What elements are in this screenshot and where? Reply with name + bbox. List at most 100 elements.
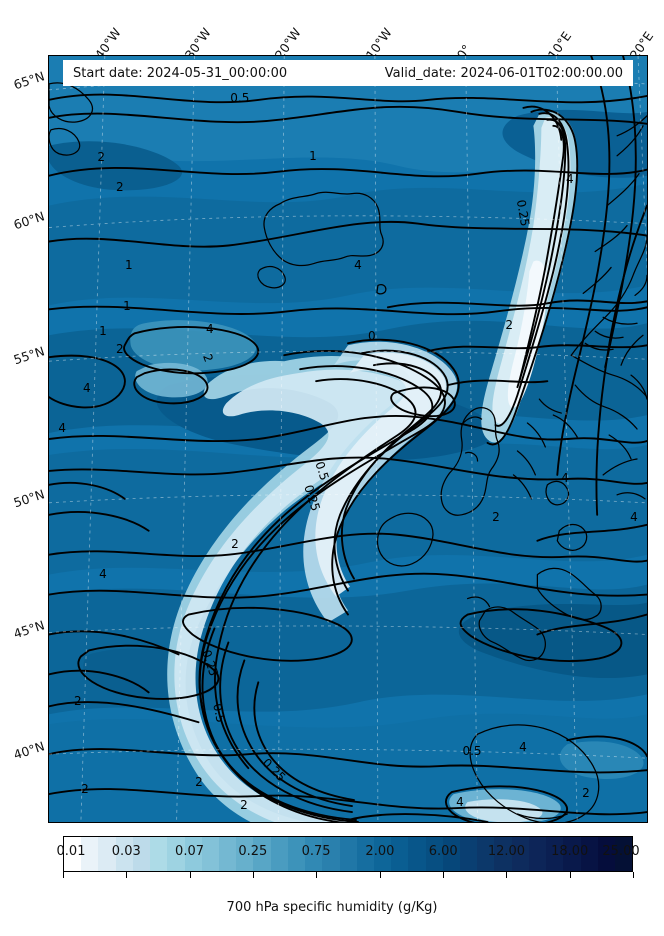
lat-tick-4: 45°N — [11, 617, 47, 642]
colorbar-swatch-0 — [64, 837, 82, 871]
contour-label-12: 4 — [354, 257, 362, 272]
colorbar-swatch-21 — [425, 837, 443, 871]
colorbar-swatch-1 — [81, 837, 99, 871]
colorbar-tick-label-4: 0.75 — [301, 844, 331, 859]
contour-label-13: 0 — [367, 329, 376, 344]
colorbar-swatch-27 — [528, 837, 547, 871]
colorbar-tick-8 — [569, 872, 571, 878]
colorbar-swatch-24 — [477, 837, 495, 871]
contour-label-23: 2 — [231, 536, 239, 551]
contour-label-21: 0.5 — [312, 459, 332, 482]
contour-label-5: 1 — [123, 298, 131, 313]
contour-label-31: 0.5 — [462, 744, 482, 759]
contour-label-33: 2 — [582, 786, 590, 801]
colorbar-swatch-13 — [287, 837, 306, 871]
contour-label-16: 4 — [565, 171, 574, 186]
lat-tick-2: 55°N — [11, 343, 47, 368]
colorbar-tick-label-0: 0.01 — [56, 844, 86, 859]
contour-label-4: 1 — [124, 257, 133, 272]
colorbar-tick-label-3: 0.25 — [238, 844, 268, 859]
start-date-label: Start date: 2024-05-31_00:00:00 — [73, 65, 288, 81]
contour-label-25: 0.5 — [209, 701, 228, 724]
contour-label-29: 2 — [240, 797, 248, 812]
colorbar-tick-6 — [443, 872, 445, 878]
colorbar-swatch-17 — [356, 837, 374, 871]
colorbar[interactable] — [63, 836, 634, 878]
colorbar-ticks — [63, 872, 634, 882]
colorbar-tick-5 — [379, 872, 381, 878]
contour-label-8: 4 — [205, 321, 214, 336]
colorbar-swatch-30 — [580, 837, 598, 871]
colorbar-swatch-12 — [270, 837, 288, 871]
colorbar-swatch-28 — [546, 837, 564, 871]
contour-label-30: 4 — [456, 795, 464, 810]
contour-label-24: 0.25 — [199, 647, 221, 678]
colorbar-swatch-22 — [442, 837, 461, 871]
colorbar-swatch-3 — [115, 837, 133, 871]
colorbar-swatch-19 — [391, 837, 409, 871]
colorbar-swatch-2 — [98, 837, 116, 871]
colorbar-swatches — [63, 836, 633, 872]
colorbar-swatch-5 — [150, 837, 168, 871]
colorbar-swatch-15 — [322, 837, 340, 871]
lat-tick-0: 65°N — [11, 68, 47, 93]
contour-label-26: 0.25 — [259, 755, 289, 785]
colorbar-swatch-7 — [184, 837, 202, 871]
colorbar-swatch-9 — [218, 837, 237, 871]
contour-label-18: 2 — [492, 509, 500, 524]
lat-tick-5: 40°N — [11, 738, 47, 763]
contour-labels: 0.5 1 2 2 1 1 1 2 4 2 4 4 4 0 0.25 2 4 4 2 4 0.25 0.5 4 2 0.25 0.… — [49, 56, 647, 822]
contour-label-22: 4 — [99, 567, 107, 582]
colorbar-tick-2 — [189, 872, 191, 878]
colorbar-swatch-23 — [460, 837, 478, 871]
colorbar-tick-3 — [252, 872, 254, 878]
contour-label-20: 0.25 — [301, 482, 323, 513]
colorbar-swatch-18 — [373, 837, 392, 871]
colorbar-tick-label-2: 0.07 — [175, 844, 205, 859]
contour-label-19: 4 — [630, 509, 638, 524]
colorbar-caption: 700 hPa specific humidity (g/Kg) — [226, 900, 438, 915]
colorbar-swatch-14 — [305, 837, 323, 871]
contour-label-17: 4 — [561, 471, 569, 486]
colorbar-tick-labels: 0.01 0.03 0.07 0.25 0.75 2.00 6.00 12.00 18.00 25… — [0, 844, 664, 864]
contour-label-15: 2 — [505, 317, 514, 332]
colorbar-swatch-31 — [597, 837, 615, 871]
colorbar-swatch-26 — [511, 837, 529, 871]
colorbar-swatch-20 — [408, 837, 426, 871]
colorbar-tick-9 — [633, 872, 634, 878]
colorbar-swatch-16 — [339, 837, 357, 871]
colorbar-swatch-25 — [494, 837, 512, 871]
contour-label-14: 0.25 — [513, 199, 533, 228]
colorbar-swatch-11 — [253, 837, 271, 871]
colorbar-tick-4 — [316, 872, 318, 878]
contour-label-11: 4 — [58, 421, 67, 436]
colorbar-tick-7 — [506, 872, 508, 878]
contour-label-0: 0.5 — [230, 91, 250, 106]
colorbar-tick-0 — [63, 872, 64, 878]
colorbar-tick-label-5: 2.00 — [365, 844, 395, 859]
contour-label-9: 2 — [200, 351, 216, 364]
contour-label-34: 2 — [195, 774, 203, 789]
colorbar-tick-label-7: 12.00 — [487, 844, 526, 859]
lat-tick-1: 60°N — [11, 208, 47, 233]
contour-label-10: 4 — [82, 380, 91, 395]
contour-label-32: 4 — [519, 740, 527, 755]
colorbar-swatch-32 — [615, 837, 633, 871]
colorbar-swatch-6 — [167, 837, 185, 871]
contour-label-3: 2 — [115, 179, 124, 194]
colorbar-swatch-4 — [132, 837, 151, 871]
colorbar-swatch-10 — [236, 837, 254, 871]
colorbar-tick-label-6: 6.00 — [428, 844, 458, 859]
valid-date-label: Valid_date: 2024-06-01T02:00:00.00 — [384, 65, 623, 81]
contour-label-28: 2 — [81, 782, 89, 797]
contour-label-27: 2 — [73, 694, 82, 709]
lat-tick-3: 50°N — [11, 486, 47, 511]
colorbar-swatch-8 — [201, 837, 219, 871]
title-bar: Start date: 2024-05-31_00:00:00 Valid_da… — [63, 60, 633, 86]
contour-label-7: 2 — [115, 342, 124, 357]
colorbar-tick-label-8: 18.00 — [551, 844, 589, 859]
colorbar-swatch-29 — [563, 837, 581, 871]
map-axes[interactable]: 0.5 1 2 2 1 1 1 2 4 2 4 4 4 0 0.25 2 4 4 2 4 0.25 0.5 4 2 0.25 0.… — [48, 55, 648, 823]
colorbar-tick-1 — [126, 872, 128, 878]
